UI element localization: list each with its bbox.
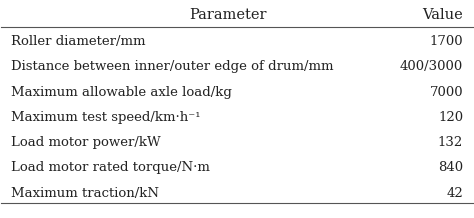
Text: Roller diameter/mm: Roller diameter/mm xyxy=(11,35,146,48)
Text: Value: Value xyxy=(422,8,463,22)
Text: Maximum test speed/km·h⁻¹: Maximum test speed/km·h⁻¹ xyxy=(11,111,201,124)
Text: 132: 132 xyxy=(438,136,463,149)
Text: 42: 42 xyxy=(447,187,463,200)
Text: 840: 840 xyxy=(438,162,463,174)
Text: Maximum allowable axle load/kg: Maximum allowable axle load/kg xyxy=(11,85,232,99)
Text: Parameter: Parameter xyxy=(189,8,266,22)
Text: 7000: 7000 xyxy=(429,85,463,99)
Text: Distance between inner/outer edge of drum/mm: Distance between inner/outer edge of dru… xyxy=(11,60,333,73)
Text: 120: 120 xyxy=(438,111,463,124)
Text: 400/3000: 400/3000 xyxy=(400,60,463,73)
Text: Load motor rated torque/N·m: Load motor rated torque/N·m xyxy=(11,162,210,174)
Text: Maximum traction/kN: Maximum traction/kN xyxy=(11,187,159,200)
Text: Load motor power/kW: Load motor power/kW xyxy=(11,136,160,149)
Text: 1700: 1700 xyxy=(429,35,463,48)
